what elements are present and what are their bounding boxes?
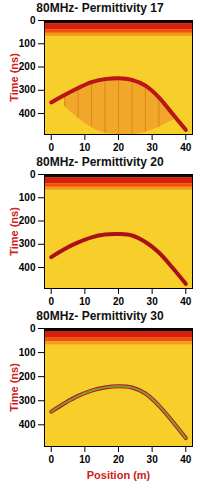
svg-text:300: 300 [19, 238, 36, 249]
svg-text:Position (m): Position (m) [87, 469, 151, 481]
svg-text:Time (ns): Time (ns) [8, 363, 20, 412]
svg-text:100: 100 [19, 192, 36, 203]
svg-text:20: 20 [113, 142, 125, 153]
svg-text:300: 300 [19, 395, 36, 406]
svg-text:0: 0 [30, 16, 36, 26]
svg-text:Time (ns): Time (ns) [8, 53, 20, 102]
svg-text:20: 20 [113, 454, 125, 465]
svg-text:400: 400 [19, 262, 36, 273]
html-text:80MHz- Permittivity 20: 80MHz- Permittivity 20 [36, 155, 164, 169]
svg-text:200: 200 [19, 215, 36, 226]
svg-text:10: 10 [79, 454, 91, 465]
svg-text:40: 40 [180, 296, 192, 307]
svg-text:20: 20 [113, 296, 125, 307]
svg-text:100: 100 [19, 347, 36, 358]
html-text:80MHz- Permittivity 17: 80MHz- Permittivity 17 [36, 1, 164, 15]
svg-text:100: 100 [19, 38, 36, 49]
svg-text:40: 40 [180, 454, 192, 465]
svg-text:300: 300 [19, 84, 36, 95]
svg-text:0: 0 [48, 142, 54, 153]
svg-text:0: 0 [30, 324, 36, 334]
svg-text:0: 0 [48, 296, 54, 307]
svg-text:200: 200 [19, 61, 36, 72]
svg-text:40: 40 [180, 142, 192, 153]
html-text:80MHz- Permittivity 30: 80MHz- Permittivity 30 [36, 309, 164, 323]
svg-text:400: 400 [19, 108, 36, 119]
svg-text:10: 10 [79, 142, 91, 153]
svg-text:400: 400 [19, 419, 36, 430]
svg-text:200: 200 [19, 371, 36, 382]
svg-text:0: 0 [48, 454, 54, 465]
svg-text:0: 0 [30, 170, 36, 180]
svg-text:10: 10 [79, 296, 91, 307]
svg-text:30: 30 [147, 142, 159, 153]
svg-text:30: 30 [147, 296, 159, 307]
svg-text:30: 30 [147, 454, 159, 465]
svg-text:Time (ns): Time (ns) [8, 207, 20, 256]
